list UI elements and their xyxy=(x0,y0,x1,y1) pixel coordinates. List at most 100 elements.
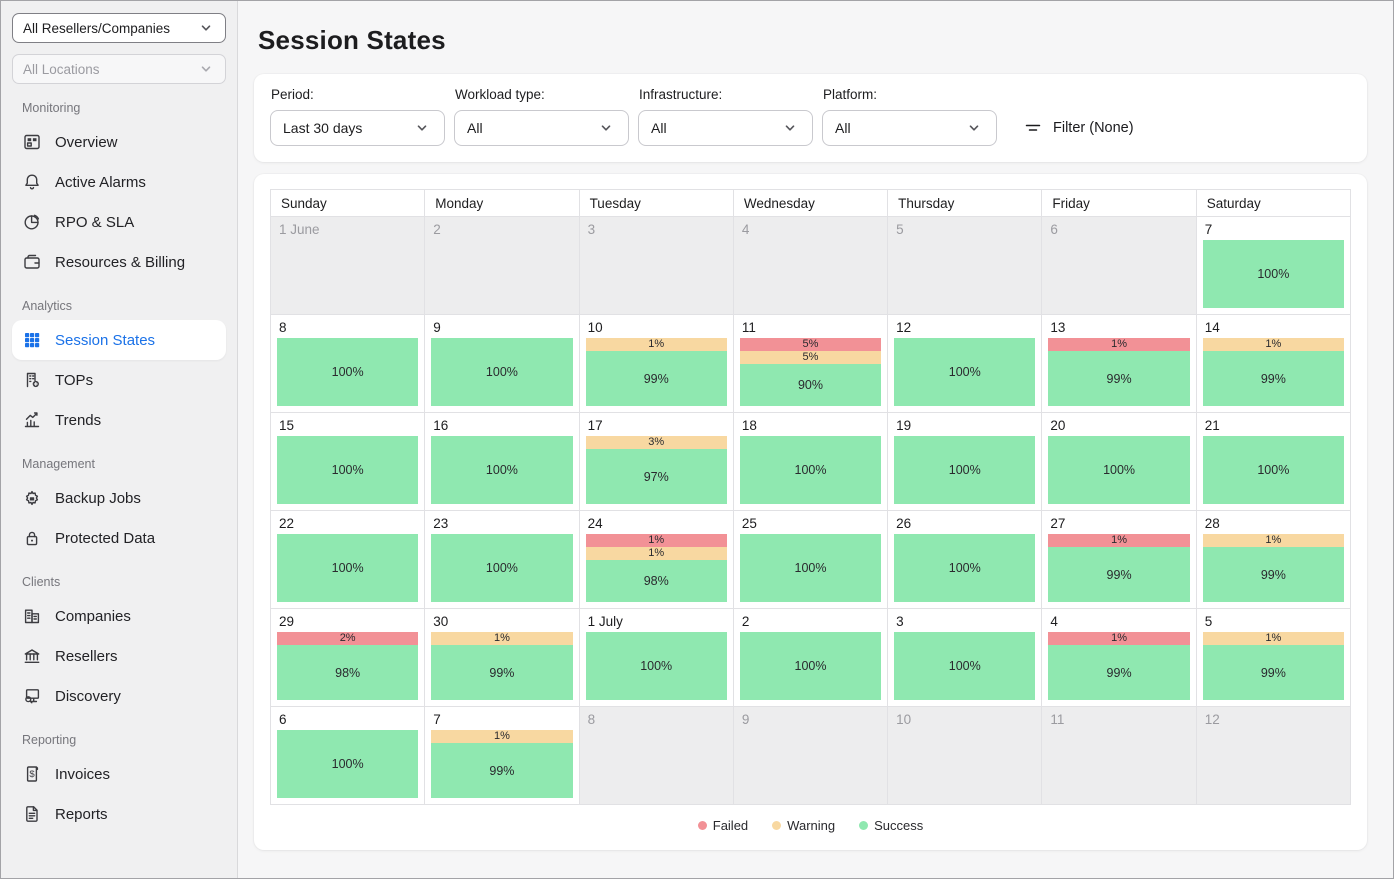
period-select[interactable]: Last 30 days xyxy=(270,110,445,146)
calendar-day-cell[interactable]: 7 1% 99% xyxy=(425,707,580,805)
calendar-day-cell[interactable]: 1 July 100% xyxy=(579,609,734,707)
session-bar-warning: 1% xyxy=(1202,632,1344,645)
session-state-bars: 1% 99% xyxy=(585,338,727,406)
session-state-bars: 100% xyxy=(277,534,419,602)
tops-icon xyxy=(22,370,42,390)
calendar-day-cell[interactable]: 17 3% 97% xyxy=(579,413,734,511)
calendar-day-cell: 4 xyxy=(733,217,889,315)
sidebar-item-reports[interactable]: Reports xyxy=(12,794,226,834)
day-number: 10 xyxy=(896,712,912,727)
infrastructure-select[interactable]: All xyxy=(638,110,813,146)
calendar-day-cell[interactable]: 8 100% xyxy=(271,315,426,413)
session-bar-success: 100% xyxy=(431,436,573,504)
calendar-day-cell[interactable]: 22 100% xyxy=(271,511,426,609)
sidebar-item-rpo-sla[interactable]: RPO & SLA xyxy=(12,202,226,242)
session-bar-success: 100% xyxy=(894,632,1036,700)
nav-section-title-analytics: Analytics xyxy=(22,299,73,313)
calendar-header-monday: Monday xyxy=(425,190,580,217)
calendar-day-cell[interactable]: 18 100% xyxy=(733,413,889,511)
sidebar-item-active-alarms[interactable]: Active Alarms xyxy=(12,162,226,202)
legend-dot-failed xyxy=(697,821,707,830)
sidebar-item-invoices[interactable]: $ Invoices xyxy=(12,754,226,794)
filter-none-button[interactable]: Filter (None) xyxy=(1023,110,1134,146)
location-select[interactable]: All Locations xyxy=(12,54,226,84)
calendar-day-cell[interactable]: 26 100% xyxy=(888,511,1043,609)
sidebar-item-discovery[interactable]: Discovery xyxy=(12,676,226,716)
sidebar-item-protected-data[interactable]: Protected Data xyxy=(12,518,226,558)
calendar-day-cell[interactable]: 10 1% 99% xyxy=(579,315,734,413)
session-bar-success: 100% xyxy=(277,534,419,602)
calendar-day-cell[interactable]: 2 100% xyxy=(733,609,889,707)
sidebar-item-resources-billing[interactable]: Resources & Billing xyxy=(12,242,226,282)
session-state-bars: 100% xyxy=(894,632,1036,700)
session-states-calendar: Sunday Monday Tuesday Wednesday Thursday Frid… xyxy=(254,174,1367,850)
calendar-day-cell[interactable]: 6 100% xyxy=(271,707,426,805)
calendar-day-cell[interactable]: 16 100% xyxy=(425,413,580,511)
sidebar-item-overview[interactable]: Overview xyxy=(12,122,226,162)
nav-section-title-reporting: Reporting xyxy=(22,733,77,747)
session-bar-warning: 1% xyxy=(431,730,573,743)
calendar-day-cell: 2 xyxy=(425,217,580,315)
day-number: 22 xyxy=(279,516,295,531)
nav-section-title-management: Management xyxy=(22,457,95,471)
legend-label: Success xyxy=(874,818,924,833)
session-bar-failed: 1% xyxy=(1048,338,1190,351)
calendar-day-cell[interactable]: 3 100% xyxy=(888,609,1043,707)
calendar-day-cell[interactable]: 19 100% xyxy=(888,413,1043,511)
select-value: All xyxy=(467,120,483,136)
session-bar-success: 100% xyxy=(894,534,1036,602)
platform-select[interactable]: All xyxy=(822,110,997,146)
session-bar-success: 99% xyxy=(431,743,573,798)
workload-type-select[interactable]: All xyxy=(454,110,629,146)
sidebar-item-companies[interactable]: Companies xyxy=(12,596,226,636)
reseller-company-select[interactable]: All Resellers/Companies xyxy=(12,13,226,43)
calendar-day-cell[interactable]: 28 1% 99% xyxy=(1196,511,1351,609)
day-number: 5 xyxy=(1204,614,1213,629)
calendar-day-cell[interactable]: 29 2% 98% xyxy=(271,609,426,707)
calendar-day-cell[interactable]: 14 1% 99% xyxy=(1196,315,1351,413)
session-states-icon xyxy=(22,330,42,350)
session-state-bars: 100% xyxy=(431,436,573,504)
calendar-grid: Sunday Monday Tuesday Wednesday Thursday Frid… xyxy=(270,189,1351,805)
calendar-day-cell[interactable]: 5 1% 99% xyxy=(1196,609,1351,707)
day-number: 4 xyxy=(741,222,750,237)
calendar-day-cell[interactable]: 21 100% xyxy=(1196,413,1351,511)
day-number: 3 xyxy=(896,614,904,629)
sidebar-item-backup-jobs[interactable]: Backup Jobs xyxy=(12,478,226,518)
sidebar-item-session-states[interactable]: Session States xyxy=(12,320,226,360)
session-bar-warning: 1% xyxy=(1202,338,1344,351)
sidebar-item-resellers[interactable]: Resellers xyxy=(12,636,226,676)
calendar-day-cell[interactable]: 27 1% 99% xyxy=(1042,511,1197,609)
calendar-day-cell[interactable]: 24 1% 1% 98% xyxy=(579,511,734,609)
calendar-day-cell[interactable]: 9 100% xyxy=(425,315,580,413)
calendar-day-cell[interactable]: 7 100% xyxy=(1196,217,1351,315)
session-bar-success: 100% xyxy=(277,730,419,798)
day-number: 8 xyxy=(279,320,287,335)
session-bar-success: 100% xyxy=(894,436,1036,504)
calendar-day-cell[interactable]: 23 100% xyxy=(425,511,580,609)
calendar-day-cell: 1 June xyxy=(271,217,426,315)
session-state-bars: 1% 99% xyxy=(1048,338,1190,406)
legend-item-warning: Warning xyxy=(772,818,835,833)
calendar-day-cell[interactable]: 11 5% 5% 90% xyxy=(733,315,889,413)
calendar-day-cell[interactable]: 30 1% 99% xyxy=(425,609,580,707)
day-number: 21 xyxy=(1204,418,1220,433)
day-number: 27 xyxy=(1050,516,1066,531)
calendar-day-cell[interactable]: 4 1% 99% xyxy=(1042,609,1197,707)
main-content: Session States Period: Last 30 days Worklo… xyxy=(238,1,1393,878)
day-number: 7 xyxy=(433,712,441,727)
calendar-day-cell: 12 xyxy=(1196,707,1351,805)
session-bar-success: 97% xyxy=(585,449,727,504)
day-number: 2 xyxy=(433,222,441,237)
sidebar-item-label: Discovery xyxy=(55,687,121,705)
sidebar-item-trends[interactable]: Trends xyxy=(12,400,226,440)
calendar-day-cell[interactable]: 25 100% xyxy=(733,511,889,609)
sidebar-item-tops[interactable]: TOPs xyxy=(12,360,226,400)
calendar-day-cell[interactable]: 12 100% xyxy=(888,315,1043,413)
session-state-bars: 1% 99% xyxy=(1202,534,1344,602)
calendar-day-cell[interactable]: 13 1% 99% xyxy=(1042,315,1197,413)
calendar-day-cell[interactable]: 15 100% xyxy=(271,413,426,511)
sidebar-item-label: Resellers xyxy=(55,647,118,665)
day-number: 17 xyxy=(587,418,603,433)
calendar-day-cell[interactable]: 20 100% xyxy=(1042,413,1197,511)
